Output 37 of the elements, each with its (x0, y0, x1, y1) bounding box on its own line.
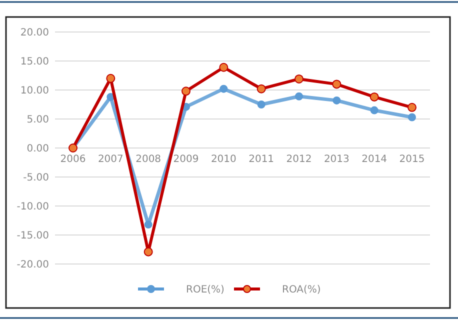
y-tick-label: 15.00 (20, 56, 49, 68)
point (408, 102, 416, 112)
x-tick-label: 2015 (399, 154, 425, 165)
x-tick-label: 2006 (60, 154, 86, 165)
y-tick-label: 0.00 (26, 144, 49, 154)
point (144, 220, 152, 229)
y-tick-label: 20.00 (20, 28, 49, 38)
y-tick-label: -20.00 (16, 260, 49, 270)
point (182, 86, 190, 96)
point (295, 92, 303, 100)
x-tick-label: 2009 (173, 154, 199, 165)
x-tick-label: 2013 (324, 154, 350, 165)
point (144, 247, 153, 256)
point (370, 92, 379, 102)
y-tick-label: 5.00 (26, 114, 49, 126)
y-tick-label: -10.00 (16, 202, 49, 212)
point (257, 100, 266, 108)
x-tick-label: 2012 (286, 154, 312, 165)
point (408, 113, 416, 122)
x-tick-label: 2011 (248, 154, 274, 165)
point (332, 96, 341, 104)
point (220, 84, 228, 93)
point (332, 80, 342, 89)
point (294, 74, 304, 84)
x-tick-label: 2010 (210, 154, 236, 165)
y-tick-label: 10.00 (20, 86, 49, 96)
y-tick-label: -5.00 (23, 172, 49, 184)
point (106, 74, 116, 83)
point (256, 84, 266, 94)
legend-label: ROE(%) (186, 284, 225, 296)
point (219, 62, 228, 72)
point (370, 106, 378, 114)
x-tick-label: 2014 (362, 154, 388, 165)
legend-label: ROA(%) (282, 284, 321, 296)
y-tick-label: -15.00 (16, 230, 49, 242)
x-tick-label: 2008 (136, 154, 162, 165)
x-tick-label: 2007 (98, 154, 124, 165)
